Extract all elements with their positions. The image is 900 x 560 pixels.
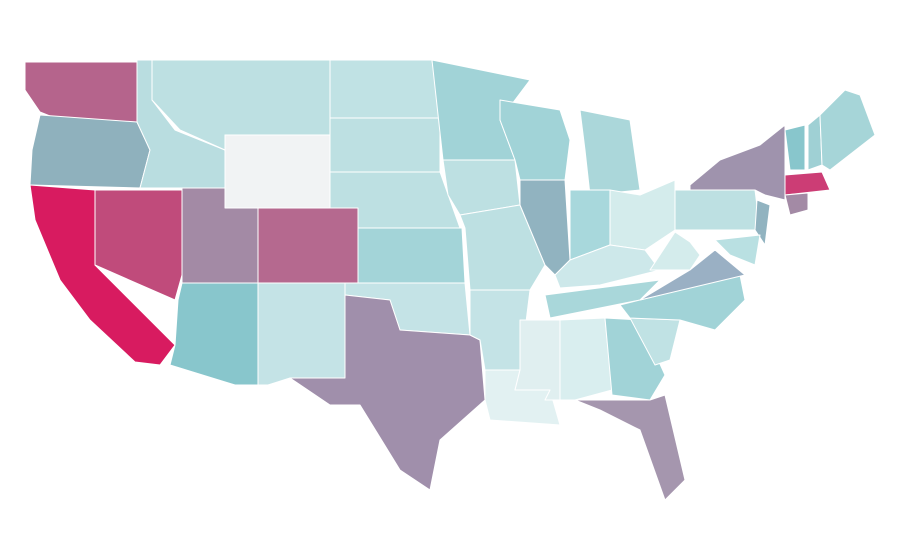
state-region xyxy=(819,89,876,171)
state-region xyxy=(257,207,359,284)
state-region xyxy=(559,317,613,401)
state-region xyxy=(574,394,686,501)
state-region xyxy=(24,61,138,123)
state-region xyxy=(29,114,151,189)
state-region xyxy=(289,294,486,491)
state-region xyxy=(784,124,806,171)
state-region xyxy=(224,134,331,209)
state-region xyxy=(754,199,771,246)
state-region xyxy=(689,124,786,201)
state-region xyxy=(94,189,183,301)
state-region xyxy=(579,109,641,196)
state-region xyxy=(639,249,746,301)
state-region xyxy=(784,192,809,216)
state-region xyxy=(714,234,761,266)
state-region xyxy=(257,282,346,386)
state-region xyxy=(357,227,466,284)
state-region xyxy=(649,231,701,271)
state-region xyxy=(329,59,441,119)
state-region xyxy=(674,189,761,231)
state-region xyxy=(329,117,441,173)
state-region xyxy=(514,319,561,401)
state-region xyxy=(169,282,259,386)
state-region xyxy=(784,171,831,196)
state-region xyxy=(554,244,661,289)
